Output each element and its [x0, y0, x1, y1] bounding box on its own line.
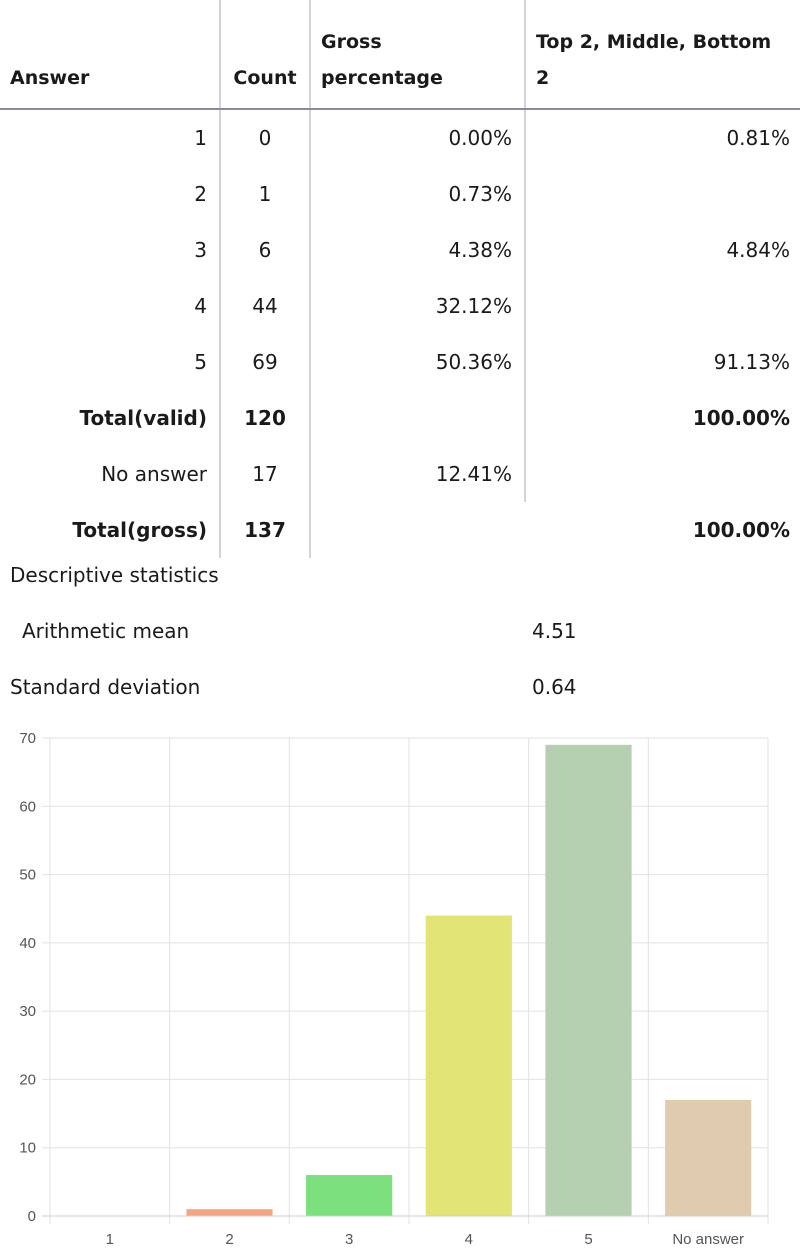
x-tick-label: 3	[345, 1231, 353, 1248]
table-row: No answer 17 12.41%	[0, 446, 800, 502]
arithmetic-mean-label: Arithmetic mean	[22, 619, 190, 643]
gross-cell: 0.73%	[310, 166, 526, 222]
count-cell: 69	[220, 334, 311, 390]
header-top-middle-bottom: Top 2, Middle, Bottom 2	[525, 0, 800, 110]
table-header-row: Answer Count Gross percentage Top 2, Midd…	[0, 0, 800, 110]
top-cell	[525, 166, 800, 222]
y-tick-label: 50	[19, 867, 36, 884]
answer-cell: 2	[0, 166, 221, 222]
gross-cell: 32.12%	[310, 278, 526, 334]
arithmetic-mean-value: 4.51	[532, 619, 577, 643]
x-tick-label: No answer	[672, 1231, 744, 1248]
descriptive-statistics-title: Descriptive statistics	[10, 563, 219, 587]
gross-cell: 4.38%	[310, 222, 526, 278]
count-cell: 0	[220, 109, 311, 166]
table-row: 1 0 0.00% 0.81%	[0, 109, 800, 166]
table-row: 5 69 50.36% 91.13%	[0, 334, 800, 390]
answer-cell: Total(gross)	[0, 502, 221, 558]
bar-3	[306, 1175, 393, 1216]
answer-cell: 5	[0, 334, 221, 390]
bar-2	[186, 1209, 273, 1216]
top-cell: 100.00%	[692, 406, 790, 430]
top-cell: 91.13%	[713, 350, 790, 374]
standard-deviation-value: 0.64	[532, 675, 577, 699]
answer-cell: 1	[0, 109, 221, 166]
top-cell: 100.00%	[692, 518, 790, 542]
gross-cell: 0.00%	[310, 109, 526, 166]
top-cell	[525, 446, 800, 502]
gross-cell	[310, 390, 526, 446]
count-cell: 6	[220, 222, 311, 278]
bar-no-answer	[665, 1099, 752, 1216]
table-row: 3 6 4.38% 4.84%	[0, 222, 800, 278]
top-cell: 4.84%	[726, 238, 790, 262]
y-tick-label: 10	[19, 1140, 36, 1157]
answer-cell: 4	[0, 278, 221, 334]
x-tick-label: 2	[225, 1231, 233, 1248]
table-row: 2 1 0.73%	[0, 166, 800, 222]
top-cell: 0.81%	[726, 126, 790, 150]
chart-bars	[186, 744, 752, 1216]
y-tick-label: 60	[19, 798, 36, 815]
standard-deviation-label: Standard deviation	[10, 675, 201, 699]
y-tick-label: 0	[28, 1208, 36, 1225]
header-answer: Answer	[0, 0, 221, 110]
answer-cell: 3	[0, 222, 221, 278]
count-cell: 1	[220, 166, 311, 222]
x-tick-label: 1	[106, 1231, 114, 1248]
y-tick-label: 20	[19, 1071, 36, 1088]
count-cell: 44	[220, 278, 311, 334]
table-row: 4 44 32.12%	[0, 278, 800, 334]
total-valid-row: Total(valid) 120 100.00%	[0, 390, 800, 446]
total-gross-row: Total(gross) 137 100.00%	[0, 502, 800, 558]
chart-grid	[42, 737, 769, 1224]
answer-cell: Total(valid)	[0, 390, 221, 446]
answer-cell: No answer	[0, 446, 221, 502]
gross-cell	[310, 502, 525, 558]
y-tick-label: 40	[19, 935, 36, 952]
top-cell	[525, 278, 800, 334]
bar-5	[545, 744, 632, 1216]
y-tick-label: 30	[19, 1003, 36, 1020]
y-tick-label: 70	[19, 730, 36, 747]
chart-axes: 0 10 20 30 40 50 60 70 1 2 3 4 5 No answer	[19, 730, 768, 1248]
bar-chart: 0 10 20 30 40 50 60 70 1 2 3 4 5 No answer	[19, 730, 769, 1248]
header-count: Count	[220, 0, 311, 110]
x-tick-label: 5	[584, 1231, 592, 1248]
count-cell: 17	[220, 446, 311, 502]
count-cell: 137	[220, 502, 311, 558]
results-table: Answer Count Gross percentage Top 2, Midd…	[0, 0, 800, 558]
bar-4	[425, 915, 512, 1216]
x-tick-label: 4	[465, 1231, 473, 1248]
header-gross-percentage: Gross percentage	[310, 0, 526, 110]
count-cell: 120	[220, 390, 311, 446]
gross-cell: 50.36%	[310, 334, 526, 390]
gross-cell: 12.41%	[310, 446, 526, 502]
